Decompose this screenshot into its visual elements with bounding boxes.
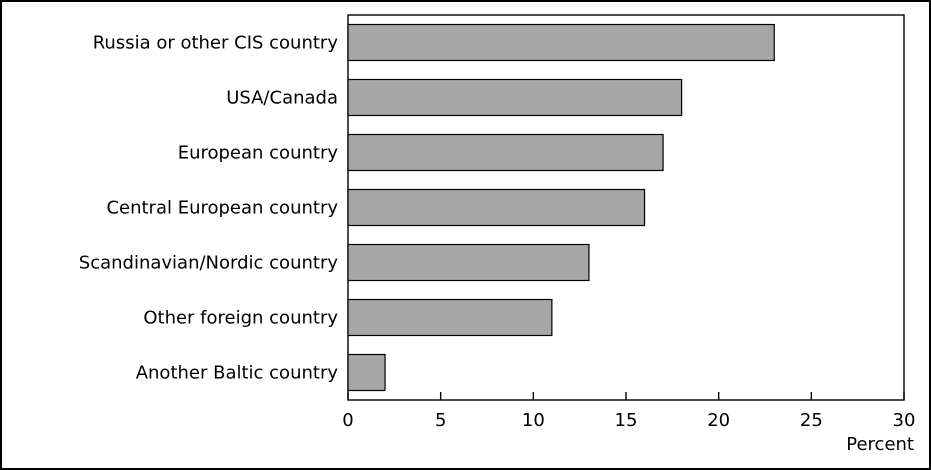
category-label-2: USA/Canada <box>226 88 338 109</box>
x-tick-label-20: 20 <box>707 410 730 431</box>
bar-2 <box>347 78 683 117</box>
x-tick-label-25: 25 <box>800 410 823 431</box>
x-tick-label-15: 15 <box>615 410 638 431</box>
bar-4 <box>347 188 646 227</box>
category-label-4: Central European country <box>106 198 338 219</box>
bars-layer <box>347 23 775 392</box>
category-label-7: Another Baltic country <box>136 363 339 384</box>
category-label-6: Other foreign country <box>143 308 338 329</box>
bar-7 <box>347 353 386 392</box>
x-tick-label-0: 0 <box>342 410 353 431</box>
category-label-5: Scandinavian/Nordic country <box>79 253 339 274</box>
x-tick-label-5: 5 <box>435 410 446 431</box>
bar-6 <box>347 298 553 337</box>
x-tick-label-10: 10 <box>522 410 545 431</box>
x-axis-title: Percent <box>846 434 914 455</box>
category-labels-layer: Russia or other CIS country USA/Canada Eur… <box>79 33 339 384</box>
bar-3 <box>347 133 664 172</box>
x-axis-ticks-layer: 0 5 10 15 20 25 30 <box>342 392 915 431</box>
bar-5 <box>347 243 590 282</box>
bar-1 <box>347 23 775 62</box>
x-tick-label-30: 30 <box>893 410 916 431</box>
category-label-3: European country <box>178 143 339 164</box>
category-label-1: Russia or other CIS country <box>93 33 339 54</box>
